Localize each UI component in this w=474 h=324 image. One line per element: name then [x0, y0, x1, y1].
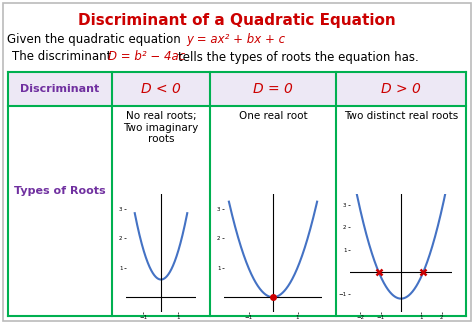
Text: The discriminant: The discriminant: [12, 51, 111, 64]
Bar: [8, 72, 466, 106]
Text: Given the quadratic equation: Given the quadratic equation: [7, 33, 181, 47]
Text: D > 0: D > 0: [381, 82, 421, 96]
Text: D = b² − 4ac: D = b² − 4ac: [108, 51, 185, 64]
Text: tells the types of roots the equation has.: tells the types of roots the equation ha…: [178, 51, 419, 64]
Text: Discriminant of a Quadratic Equation: Discriminant of a Quadratic Equation: [78, 14, 396, 29]
Text: Types of Roots: Types of Roots: [14, 186, 106, 196]
Text: One real root: One real root: [239, 111, 307, 121]
Text: y = ax² + bx + c: y = ax² + bx + c: [186, 33, 285, 47]
Text: D = 0: D = 0: [253, 82, 293, 96]
Text: Two distinct real roots: Two distinct real roots: [344, 111, 458, 121]
Text: No real roots;
Two imaginary
roots: No real roots; Two imaginary roots: [123, 111, 199, 144]
Text: Discriminant: Discriminant: [20, 84, 100, 94]
Text: D < 0: D < 0: [141, 82, 181, 96]
